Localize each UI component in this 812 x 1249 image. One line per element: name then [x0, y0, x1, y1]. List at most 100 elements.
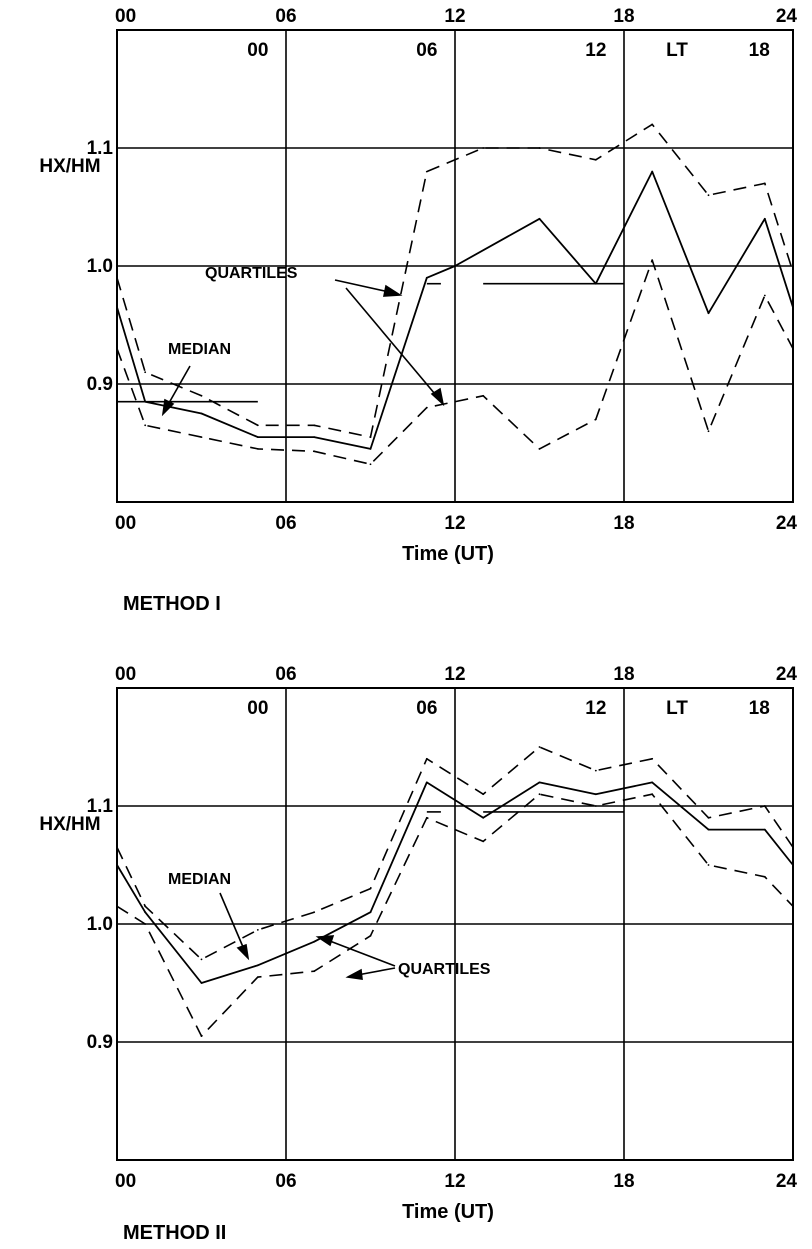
quartile-point: [763, 875, 766, 878]
x-tick-label-bottom: 00: [115, 1171, 136, 1192]
x-tick-label-top: 12: [444, 6, 465, 27]
chart-title: METHOD II: [123, 1222, 226, 1244]
x-tick-label-top: 24: [776, 6, 798, 27]
quartile-point: [763, 294, 766, 297]
annotation-median: MEDIAN: [168, 871, 231, 888]
median-point: [256, 964, 259, 967]
median-point: [454, 265, 456, 267]
quartile-point: [369, 934, 372, 937]
x-tick-label-bottom: 18: [613, 1171, 634, 1192]
lt-tick-label: 06: [416, 40, 437, 61]
quartile-point: [425, 406, 428, 409]
median-point: [594, 793, 597, 796]
x-tick-label-bottom: 12: [444, 513, 465, 534]
lt-tick-label: 06: [416, 698, 437, 719]
lt-label: LT: [666, 40, 688, 61]
chart-title: METHOD I: [123, 593, 221, 615]
median-point: [594, 282, 597, 285]
median-point: [200, 982, 203, 984]
x-tick-label-top: 00: [115, 664, 136, 685]
median-point: [369, 911, 372, 914]
panel-method-2: 00 00 06 06 12 12 18 18 24 24 0.9 1.0 1.1 00 06 12 18 HX…: [39, 664, 797, 1244]
y-tick-label: 0.9: [87, 374, 113, 395]
lt-tick-label: 00: [247, 698, 268, 719]
quartile-point: [482, 793, 485, 796]
lt-tick-label: 00: [247, 40, 268, 61]
quartile-point: [538, 448, 541, 450]
x-tick-label-top: 00: [115, 6, 136, 27]
grid-lines: [117, 688, 793, 1160]
x-tick-label-top: 18: [613, 664, 634, 685]
lt-tick-label: 18: [749, 698, 770, 719]
median-point: [538, 217, 541, 220]
quartile-point: [369, 887, 372, 890]
median-point: [763, 828, 766, 831]
median-point: [369, 448, 372, 450]
quartile-point: [425, 757, 428, 760]
arrow-median: [219, 892, 247, 955]
arrowhead-quartiles-upper: [383, 284, 403, 297]
quartile-point: [651, 757, 654, 760]
quartile-point: [594, 158, 597, 161]
lt-tick-label: 12: [585, 40, 606, 61]
median-point: [144, 911, 147, 914]
y-axis-title: HX/HM: [39, 814, 100, 835]
median-point: [707, 828, 710, 831]
arrowhead-median: [161, 398, 175, 417]
x-tick-label-bottom: 12: [444, 1171, 465, 1192]
lt-tick-label: 12: [585, 698, 606, 719]
x-tick-label-bottom: 06: [275, 513, 296, 534]
tick-labels: 00 00 06 06 12 12 18 18 24 24 0.9 1.0 1.1 00 06 12 18: [87, 664, 798, 1192]
median-point: [313, 940, 316, 943]
plot-frame: [116, 29, 794, 503]
annotation-median: MEDIAN: [168, 341, 231, 358]
annotation-arrows: [219, 892, 396, 980]
quartile-point: [538, 147, 541, 149]
quartile-point: [594, 418, 597, 421]
annotation-quartiles: QUARTILES: [398, 961, 491, 978]
x-tick-label-bottom: 06: [275, 1171, 296, 1192]
arrowhead-quartiles-upper: [315, 935, 335, 947]
arrowhead-quartiles-lower: [430, 387, 445, 407]
quartile-point: [707, 864, 710, 866]
median-point: [425, 781, 428, 784]
tick-labels: 00 00 06 06 12 12 18 18 24 24 0.9 1.0 1.1 00 06 12 18: [87, 6, 798, 534]
quartile-point: [313, 450, 316, 453]
quartile-point: [144, 923, 147, 925]
quartile-point: [594, 769, 597, 772]
x-tick-label-bottom: 00: [115, 513, 136, 534]
quartile-point: [144, 371, 147, 374]
quartile-point: [200, 1035, 203, 1037]
median-line: [116, 170, 794, 450]
x-tick-label-bottom: 24: [776, 513, 798, 534]
y-tick-label: 1.0: [87, 914, 113, 935]
arrow-quartiles-lower: [345, 287, 441, 401]
quartile-point: [707, 816, 710, 819]
x-tick-label-top: 06: [275, 6, 296, 27]
median-point: [144, 400, 147, 403]
series-group: [116, 123, 794, 466]
lt-tick-label: 18: [749, 40, 770, 61]
y-tick-label: 1.0: [87, 256, 113, 277]
y-tick-label: 1.1: [87, 796, 114, 817]
quartile-point: [707, 430, 710, 433]
quartile-point: [369, 436, 372, 438]
median-point: [538, 781, 541, 784]
quartile-point: [200, 958, 203, 961]
median-point: [651, 170, 654, 173]
quartile-point: [425, 170, 428, 173]
x-tick-label-top: 18: [613, 6, 634, 27]
median-point: [763, 217, 766, 220]
quartile-point: [707, 194, 710, 197]
quartile-point: [594, 805, 597, 807]
y-tick-label: 1.1: [87, 138, 114, 159]
quartile-point: [200, 394, 203, 397]
quartile-point: [482, 394, 485, 397]
arrow-quartiles-upper: [321, 937, 396, 967]
quartile-point: [425, 816, 428, 819]
quartile-point: [313, 911, 316, 914]
panel-method-1: 00 00 06 06 12 12 18 18 24 24 0.9 1.0 1.1 00 06 12 18 HX…: [39, 6, 797, 615]
annotation-quartiles: QUARTILES: [205, 265, 298, 282]
quartile-point: [538, 793, 541, 796]
annotation-arrows: [161, 279, 445, 417]
